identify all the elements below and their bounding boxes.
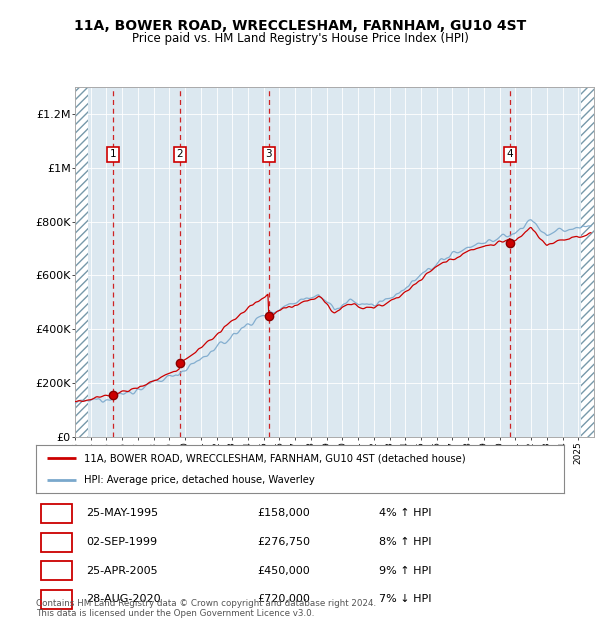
Text: 4: 4 bbox=[53, 595, 60, 604]
Text: HPI: Average price, detached house, Waverley: HPI: Average price, detached house, Wave… bbox=[83, 476, 314, 485]
Bar bbox=[75, 87, 88, 437]
Text: 9% ↑ HPI: 9% ↑ HPI bbox=[379, 566, 432, 576]
FancyBboxPatch shape bbox=[41, 504, 72, 523]
Text: 25-APR-2005: 25-APR-2005 bbox=[86, 566, 158, 576]
Text: 7% ↓ HPI: 7% ↓ HPI bbox=[379, 595, 432, 604]
Text: 02-SEP-1999: 02-SEP-1999 bbox=[86, 537, 157, 547]
Text: £450,000: £450,000 bbox=[258, 566, 311, 576]
Text: 1: 1 bbox=[53, 508, 60, 518]
Bar bbox=[581, 87, 594, 437]
Text: Contains HM Land Registry data © Crown copyright and database right 2024.
This d: Contains HM Land Registry data © Crown c… bbox=[36, 599, 376, 618]
Text: 3: 3 bbox=[265, 149, 272, 159]
Text: 25-MAY-1995: 25-MAY-1995 bbox=[86, 508, 158, 518]
Text: 2: 2 bbox=[53, 537, 60, 547]
Text: 4: 4 bbox=[507, 149, 514, 159]
Text: 11A, BOWER ROAD, WRECCLESHAM, FARNHAM, GU10 4ST (detached house): 11A, BOWER ROAD, WRECCLESHAM, FARNHAM, G… bbox=[83, 453, 465, 463]
Text: 28-AUG-2020: 28-AUG-2020 bbox=[86, 595, 161, 604]
Text: Price paid vs. HM Land Registry's House Price Index (HPI): Price paid vs. HM Land Registry's House … bbox=[131, 32, 469, 45]
Text: 3: 3 bbox=[53, 566, 60, 576]
Text: £276,750: £276,750 bbox=[258, 537, 311, 547]
FancyBboxPatch shape bbox=[41, 561, 72, 580]
Text: 8% ↑ HPI: 8% ↑ HPI bbox=[379, 537, 432, 547]
Text: 2: 2 bbox=[176, 149, 183, 159]
Text: 1: 1 bbox=[109, 149, 116, 159]
FancyBboxPatch shape bbox=[41, 533, 72, 552]
Text: 11A, BOWER ROAD, WRECCLESHAM, FARNHAM, GU10 4ST: 11A, BOWER ROAD, WRECCLESHAM, FARNHAM, G… bbox=[74, 19, 526, 33]
FancyBboxPatch shape bbox=[41, 590, 72, 609]
Text: 4% ↑ HPI: 4% ↑ HPI bbox=[379, 508, 432, 518]
Text: £158,000: £158,000 bbox=[258, 508, 311, 518]
Text: £720,000: £720,000 bbox=[258, 595, 311, 604]
